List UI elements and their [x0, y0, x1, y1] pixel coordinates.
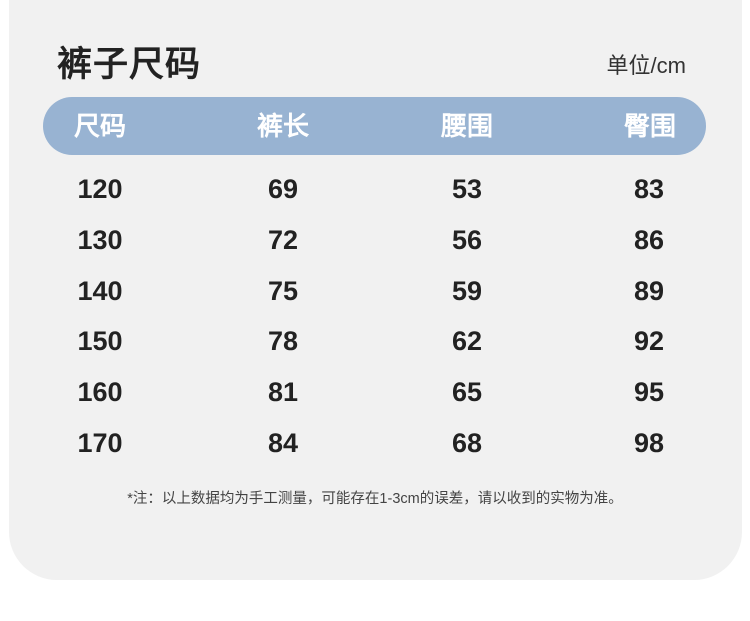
- table-row: 150 78 62 92: [0, 321, 750, 361]
- header-waist: 腰围: [440, 111, 494, 141]
- cell-waist: 56: [451, 224, 483, 255]
- cell-size: 160: [77, 377, 123, 408]
- cell-size: 170: [77, 428, 123, 458]
- cell-hip: 83: [633, 174, 665, 204]
- table-row: 120 69 53 83: [0, 169, 750, 209]
- cell-waist: 68: [451, 428, 483, 458]
- table-row: 130 72 56 86: [0, 220, 750, 260]
- cell-waist: 62: [451, 326, 483, 357]
- unit-label: 单位/cm: [606, 53, 686, 78]
- cell-length: 84: [267, 428, 299, 458]
- table-header: 尺码 裤长 腰围 臀围: [43, 97, 706, 155]
- cell-hip: 86: [633, 224, 665, 255]
- cell-size: 140: [77, 275, 123, 306]
- cell-length: 69: [267, 174, 299, 204]
- cell-size: 120: [77, 174, 123, 204]
- page-title: 裤子尺码: [57, 45, 202, 84]
- cell-waist: 59: [451, 275, 483, 306]
- cell-hip: 92: [633, 326, 665, 357]
- cell-length: 78: [267, 326, 299, 357]
- header-hip: 臀围: [623, 111, 677, 141]
- cell-size: 150: [77, 326, 123, 357]
- table-row: 140 75 59 89: [0, 271, 750, 311]
- cell-length: 75: [267, 275, 299, 306]
- cell-waist: 65: [451, 377, 483, 408]
- cell-hip: 98: [633, 428, 665, 458]
- cell-length: 81: [267, 377, 299, 408]
- header-length: 裤长: [256, 111, 310, 141]
- size-chart-card: [9, 0, 742, 580]
- table-row: 160 81 65 95: [0, 372, 750, 412]
- footnote: *注：以上数据均为手工测量，可能存在1-3cm的误差，请以收到的实物为准。: [127, 491, 623, 507]
- cell-size: 130: [77, 224, 123, 255]
- cell-hip: 89: [633, 275, 665, 306]
- cell-waist: 53: [451, 174, 483, 204]
- header-size: 尺码: [73, 111, 127, 141]
- cell-hip: 95: [633, 377, 665, 408]
- cell-length: 72: [267, 224, 299, 255]
- table-row: 170 84 68 98: [0, 423, 750, 463]
